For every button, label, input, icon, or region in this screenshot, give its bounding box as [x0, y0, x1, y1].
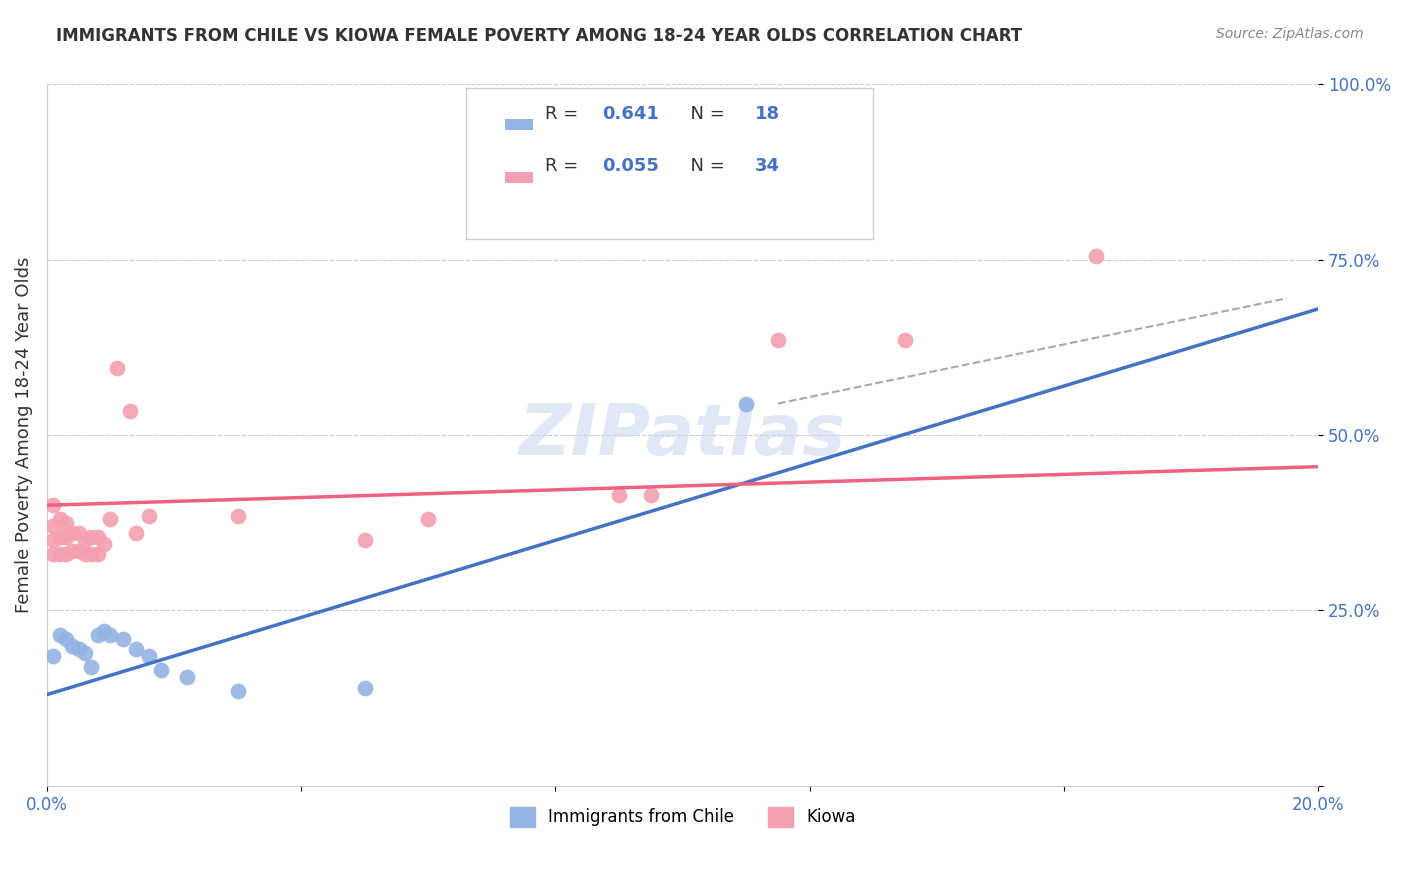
Y-axis label: Female Poverty Among 18-24 Year Olds: Female Poverty Among 18-24 Year Olds: [15, 257, 32, 614]
Point: [1084, 249, 1107, 263]
Point: [48, 628, 70, 642]
Point: [93, 537, 115, 551]
Point: [640, 488, 662, 502]
FancyBboxPatch shape: [505, 120, 533, 130]
Point: [138, 648, 160, 663]
Point: [125, 642, 148, 657]
Point: [42, 519, 65, 533]
Point: [55, 516, 77, 530]
Point: [176, 670, 198, 684]
Point: [353, 681, 375, 695]
Point: [87, 547, 110, 561]
Text: N =: N =: [679, 105, 730, 123]
Legend: Immigrants from Chile, Kiowa: Immigrants from Chile, Kiowa: [503, 800, 862, 833]
Text: IMMIGRANTS FROM CHILE VS KIOWA FEMALE POVERTY AMONG 18-24 YEAR OLDS CORRELATION : IMMIGRANTS FROM CHILE VS KIOWA FEMALE PO…: [56, 27, 1022, 45]
FancyBboxPatch shape: [467, 88, 873, 239]
Point: [226, 508, 249, 523]
Point: [48, 512, 70, 526]
Point: [60, 639, 83, 653]
Point: [100, 512, 122, 526]
Point: [418, 512, 440, 526]
Point: [150, 663, 173, 677]
Point: [80, 547, 103, 561]
Point: [87, 530, 110, 544]
Point: [55, 530, 77, 544]
Point: [100, 628, 122, 642]
Point: [60, 526, 83, 541]
Text: ZIPatlas: ZIPatlas: [519, 401, 846, 469]
Point: [48, 530, 70, 544]
Point: [73, 533, 96, 548]
Text: 0.055: 0.055: [603, 158, 659, 176]
Text: 34: 34: [755, 158, 780, 176]
Point: [73, 646, 96, 660]
Point: [87, 628, 110, 642]
Point: [112, 632, 135, 646]
Text: Source: ZipAtlas.com: Source: ZipAtlas.com: [1216, 27, 1364, 41]
Text: R =: R =: [546, 105, 585, 123]
Text: R =: R =: [546, 158, 585, 176]
Point: [73, 547, 96, 561]
Point: [48, 547, 70, 561]
Point: [60, 544, 83, 558]
Point: [353, 533, 375, 548]
Point: [125, 526, 148, 541]
Point: [607, 488, 630, 502]
Point: [67, 544, 90, 558]
Point: [118, 403, 141, 417]
Text: 0.641: 0.641: [603, 105, 659, 123]
Point: [80, 659, 103, 673]
Point: [55, 547, 77, 561]
Point: [80, 530, 103, 544]
FancyBboxPatch shape: [505, 172, 533, 183]
Point: [105, 361, 128, 376]
Point: [42, 547, 65, 561]
Point: [138, 508, 160, 523]
Point: [67, 526, 90, 541]
Point: [42, 648, 65, 663]
Point: [894, 334, 917, 348]
Point: [766, 334, 789, 348]
Point: [42, 498, 65, 512]
Point: [226, 684, 249, 698]
Text: N =: N =: [679, 158, 730, 176]
Text: 18: 18: [755, 105, 780, 123]
Point: [67, 642, 90, 657]
Point: [735, 396, 758, 410]
Point: [93, 624, 115, 639]
Point: [42, 533, 65, 548]
Point: [55, 632, 77, 646]
